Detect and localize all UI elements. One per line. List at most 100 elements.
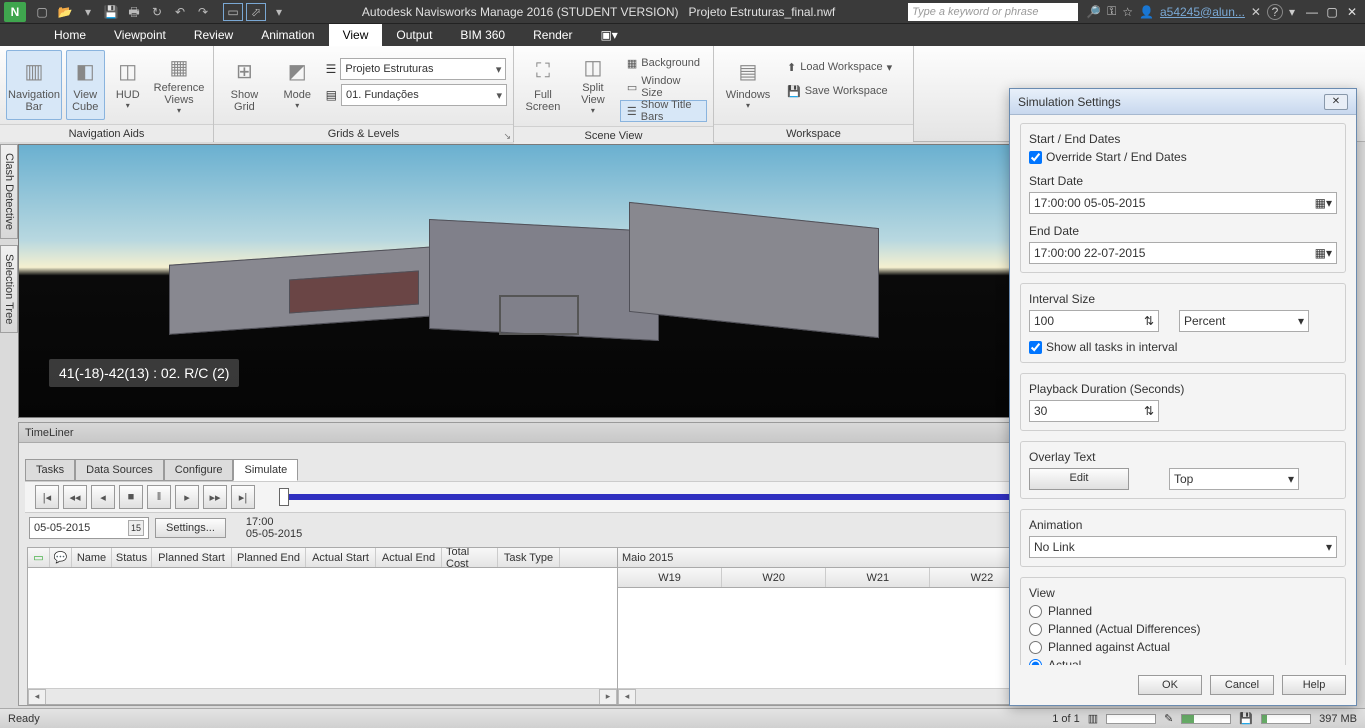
qat-cursor-icon[interactable]: ⬀ [246, 3, 266, 21]
settings-button[interactable]: Settings... [155, 518, 226, 538]
dialog-title-bar[interactable]: Simulation Settings ✕ [1010, 89, 1356, 115]
ok-button[interactable]: OK [1138, 675, 1202, 695]
tab-viewpoint[interactable]: Viewpoint [100, 24, 180, 46]
load-workspace-button[interactable]: ⬆Load Workspace ▾ [780, 56, 899, 78]
help-dropdown-icon[interactable]: ▾ [1289, 5, 1295, 19]
hud-button[interactable]: ◫HUD▾ [109, 50, 148, 120]
tl-tab-configure[interactable]: Configure [164, 459, 234, 481]
qat-undo-icon[interactable]: ↶ [170, 3, 190, 21]
reference-views-button[interactable]: ▦Reference Views▾ [151, 50, 207, 120]
qat-open-icon[interactable]: 📂 [55, 3, 75, 21]
column-header[interactable]: 💬 [50, 548, 72, 567]
rewind-button[interactable]: ◂◂ [63, 485, 87, 509]
help-icon[interactable]: ? [1267, 4, 1283, 20]
navigation-bar-button[interactable]: ▥Navigation Bar [6, 50, 62, 120]
view-cube-button[interactable]: ◧View Cube [66, 50, 105, 120]
grid-body-left[interactable] [28, 568, 617, 688]
tab-view[interactable]: View [329, 24, 383, 46]
playback-thumb[interactable] [279, 488, 289, 506]
tab-expand-icon[interactable]: ▣▾ [586, 24, 631, 46]
column-header[interactable]: Actual Start [306, 548, 376, 567]
column-header[interactable]: Planned End [232, 548, 306, 567]
save-workspace-button[interactable]: 💾Save Workspace [780, 80, 899, 102]
spinner-icon[interactable]: ⇅ [1144, 404, 1154, 418]
sheet-icon[interactable]: ▥ [1088, 712, 1098, 725]
qat-refresh-icon[interactable]: ↻ [147, 3, 167, 21]
step-back-button[interactable]: ◂ [91, 485, 115, 509]
window-size-button[interactable]: ▭Window Size [620, 76, 707, 98]
project-select[interactable]: Projeto Estruturas [340, 58, 506, 80]
tl-tab-simulate[interactable]: Simulate [233, 459, 298, 481]
qat-save-icon[interactable]: 💾 [101, 3, 121, 21]
tab-review[interactable]: Review [180, 24, 247, 46]
play-button[interactable]: ▸ [175, 485, 199, 509]
cancel-button[interactable]: Cancel [1210, 675, 1274, 695]
end-date-input[interactable]: 17:00:00 22-07-2015▦▾ [1029, 242, 1337, 264]
qat-redo-icon[interactable]: ↷ [193, 3, 213, 21]
view-radio-option[interactable]: Planned [1029, 604, 1337, 618]
view-radio-option[interactable]: Actual [1029, 658, 1337, 665]
column-header[interactable]: Task Type [498, 548, 560, 567]
tab-render[interactable]: Render [519, 24, 586, 46]
qat-new-icon[interactable]: ▢ [32, 3, 52, 21]
close-button[interactable]: ✕ [1343, 5, 1361, 19]
h-scrollbar-left[interactable] [28, 688, 617, 704]
view-radio-option[interactable]: Planned (Actual Differences) [1029, 622, 1337, 636]
background-button[interactable]: ▦Background [620, 52, 707, 74]
overlay-edit-button[interactable]: Edit [1029, 468, 1129, 490]
column-header[interactable]: Actual End [376, 548, 442, 567]
show-title-bars-button[interactable]: ☰Show Title Bars [620, 100, 707, 122]
interval-unit-select[interactable]: Percent▾ [1179, 310, 1309, 332]
start-date-input[interactable]: 17:00:00 05-05-2015▦▾ [1029, 192, 1337, 214]
show-all-tasks-checkbox[interactable]: Show all tasks in interval [1029, 340, 1337, 354]
user-link[interactable]: a54245@alun... [1160, 5, 1245, 19]
column-header[interactable]: Name [72, 548, 112, 567]
stop-button[interactable]: ■ [119, 485, 143, 509]
exchange-icon[interactable]: ✕ [1251, 5, 1261, 19]
windows-button[interactable]: ▤Windows▾ [720, 50, 776, 120]
tab-bim360[interactable]: BIM 360 [446, 24, 519, 46]
tab-home[interactable]: Home [40, 24, 100, 46]
animation-select[interactable]: No Link▾ [1029, 536, 1337, 558]
datepicker-icon[interactable]: ▦▾ [1315, 196, 1332, 210]
help-search-input[interactable]: Type a keyword or phrase [908, 3, 1078, 21]
tl-tab-data-sources[interactable]: Data Sources [75, 459, 164, 481]
qat-print-icon[interactable]: 🖶 [124, 3, 144, 21]
qat-more-icon[interactable]: ▾ [269, 3, 289, 21]
column-header[interactable]: Status [112, 548, 152, 567]
selection-tree-tab[interactable]: Selection Tree [0, 245, 18, 333]
dialog-close-button[interactable]: ✕ [1324, 94, 1348, 110]
binoculars-icon[interactable]: 🔎 [1086, 5, 1101, 19]
star-icon[interactable]: ☆ [1122, 5, 1133, 19]
spinner-icon[interactable]: ⇅ [1144, 314, 1154, 328]
simulation-date-input[interactable]: 05-05-201515 [29, 517, 149, 539]
calendar-icon[interactable]: 15 [128, 520, 144, 536]
column-header[interactable]: ▭ [28, 548, 50, 567]
rewind-start-button[interactable]: |◂ [35, 485, 59, 509]
overlay-position-select[interactable]: Top▾ [1169, 468, 1299, 490]
interval-value-spinner[interactable]: 100⇅ [1029, 310, 1159, 332]
tl-tab-tasks[interactable]: Tasks [25, 459, 75, 481]
column-header[interactable]: Planned Start [152, 548, 232, 567]
tab-animation[interactable]: Animation [247, 24, 328, 46]
step-fwd-button[interactable]: ▸▸ [203, 485, 227, 509]
forward-end-button[interactable]: ▸| [231, 485, 255, 509]
key-icon[interactable]: ⚿ [1107, 4, 1116, 19]
dialog-launcher-icon[interactable]: ↘ [503, 127, 511, 145]
help-button[interactable]: Help [1282, 675, 1346, 695]
grid-mode-button[interactable]: ◩Mode▾ [273, 50, 322, 120]
view-radio-option[interactable]: Planned against Actual [1029, 640, 1337, 654]
column-header[interactable]: Total Cost [442, 548, 498, 567]
playback-duration-spinner[interactable]: 30⇅ [1029, 400, 1159, 422]
full-screen-button[interactable]: ⛶Full Screen [520, 50, 566, 120]
clash-detective-tab[interactable]: Clash Detective [0, 144, 18, 239]
app-logo[interactable]: N [4, 2, 26, 22]
show-grid-button[interactable]: ⊞Show Grid [220, 50, 269, 120]
split-view-button[interactable]: ◫Split View▾ [570, 50, 616, 120]
qat-select-icon[interactable]: ▭ [223, 3, 243, 21]
maximize-button[interactable]: ▢ [1323, 5, 1341, 19]
datepicker-icon[interactable]: ▦▾ [1315, 246, 1332, 260]
level-select[interactable]: 01. Fundações [341, 84, 507, 106]
pause-button[interactable]: ‖ [147, 485, 171, 509]
tab-output[interactable]: Output [382, 24, 446, 46]
